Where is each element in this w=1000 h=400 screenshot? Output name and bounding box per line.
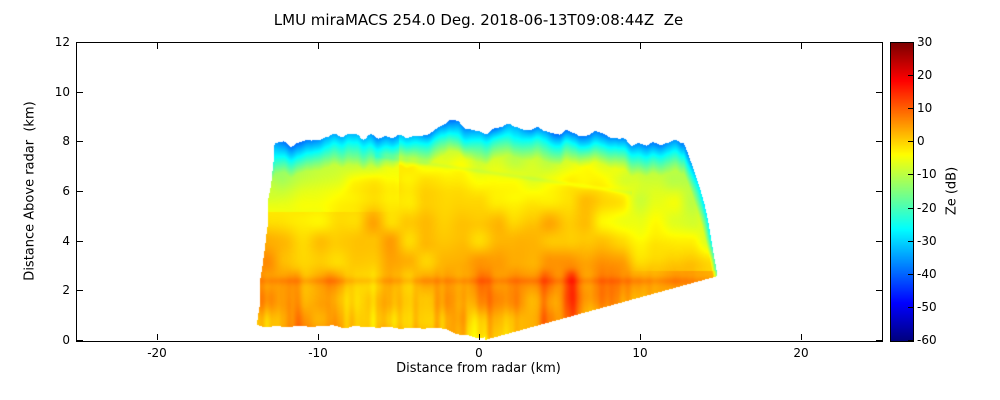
colorbar-tick-label: -30 [917,234,937,248]
colorbar-tick [908,141,913,142]
colorbar [890,42,914,342]
x-tick [157,334,158,340]
y-tick-label: 2 [62,283,70,297]
x-tick-label: 10 [632,346,648,360]
colorbar-tick [908,108,913,109]
x-tick [640,43,641,49]
y-tick [77,42,83,43]
x-axis-label: Distance from radar (km) [396,361,561,376]
colorbar-tick-label: -50 [917,300,937,314]
x-tick [157,43,158,49]
rhi-heatmap-canvas [77,43,882,341]
colorbar-tick-label: -10 [917,167,937,181]
colorbar-tick [908,340,913,341]
y-tick [876,92,882,93]
y-tick [77,241,83,242]
plot-area [76,42,883,342]
colorbar-tick [908,75,913,76]
x-tick-label: -20 [147,346,167,360]
y-tick [876,290,882,291]
y-tick-label: 4 [62,234,70,248]
y-tick-label: 10 [54,85,70,99]
colorbar-tick-label: 10 [917,101,933,115]
colorbar-tick-label: -40 [917,267,937,281]
colorbar-tick [908,274,913,275]
x-tick [479,43,480,49]
y-tick-label: 8 [62,134,70,148]
colorbar-tick [908,241,913,242]
y-tick [77,340,83,341]
colorbar-tick-label: 0 [917,134,925,148]
y-tick [77,92,83,93]
colorbar-tick [908,307,913,308]
colorbar-tick [908,208,913,209]
y-tick-label: 6 [62,184,70,198]
y-tick [876,340,882,341]
colorbar-tick-label: 30 [917,35,933,49]
y-tick [77,290,83,291]
y-tick [876,141,882,142]
x-tick [640,334,641,340]
x-tick-label: -10 [308,346,328,360]
colorbar-tick-label: -20 [917,201,937,215]
y-tick [77,141,83,142]
colorbar-tick [908,174,913,175]
x-tick [479,334,480,340]
y-tick [77,191,83,192]
x-tick [801,43,802,49]
colorbar-tick-label: -60 [917,333,937,347]
colorbar-canvas [891,43,913,341]
colorbar-tick [908,42,913,43]
plot-title: LMU miraMACS 254.0 Deg. 2018-06-13T09:08… [273,11,684,29]
y-tick [876,241,882,242]
x-tick [318,43,319,49]
y-tick-label: 12 [54,35,70,49]
x-tick [801,334,802,340]
y-tick [876,191,882,192]
x-tick-label: 20 [793,346,809,360]
x-tick [318,334,319,340]
x-tick-label: 0 [475,346,483,360]
y-tick [876,42,882,43]
colorbar-tick-label: 20 [917,68,933,82]
y-tick-label: 0 [62,333,70,347]
